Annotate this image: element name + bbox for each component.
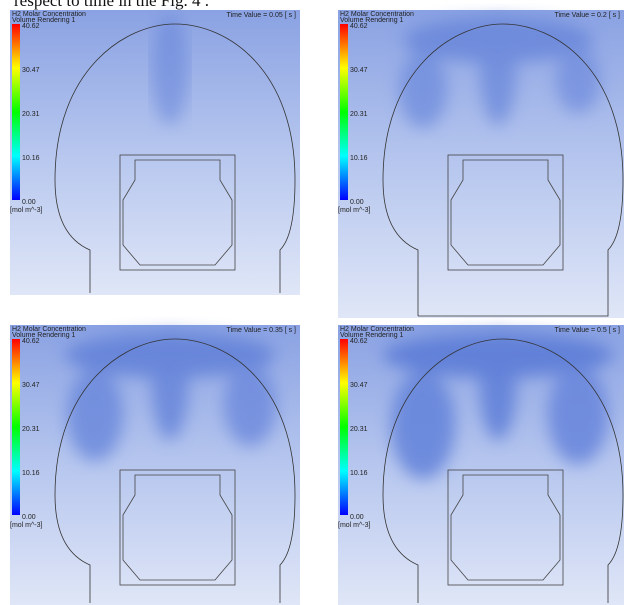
colorbar (12, 24, 20, 200)
colorbar-tick-label: 10.16 (22, 470, 40, 477)
plume (152, 15, 188, 125)
colorbar-tick-label: 0.00 (350, 199, 364, 206)
plume-left (399, 52, 447, 128)
colorbar-units: [mol m^-3] (10, 522, 43, 529)
page: respect to time in the Fig. 4 . H2 Molar… (0, 0, 624, 605)
plume-right (556, 47, 600, 113)
colorbar-tick-label: 10.16 (350, 155, 368, 162)
colorbar-tick-label: 0.00 (350, 514, 364, 521)
plume-right (548, 366, 608, 464)
time-label: Time Value = 0.2 [ s ] (554, 12, 620, 19)
colorbar-tick-label: 30.47 (350, 382, 368, 389)
colorbar-tick-label: 40.62 (22, 338, 40, 345)
colorbar-units: [mol m^-3] (10, 207, 43, 214)
colorbar-units: [mol m^-3] (338, 207, 371, 214)
colorbar-tick-label: 30.47 (22, 67, 40, 74)
colorbar-tick-label: 40.62 (22, 23, 40, 30)
colorbar (340, 24, 348, 200)
colorbar-tick-label: 30.47 (350, 67, 368, 74)
colorbar-units: [mol m^-3] (338, 522, 371, 529)
time-label: Time Value = 0.05 [ s ] (227, 12, 297, 19)
colorbar-tick-label: 0.00 (22, 199, 36, 206)
colorbar-tick-label: 40.62 (350, 338, 368, 345)
colorbar-tick-label: 20.31 (22, 426, 40, 433)
colorbar-tick-label: 40.62 (350, 23, 368, 30)
figure: H2 Molar ConcentrationVolume Rendering 1… (0, 0, 624, 605)
colorbar-tick-label: 10.16 (22, 155, 40, 162)
time-label: Time Value = 0.35 [ s ] (227, 327, 297, 334)
colorbar-tick-label: 30.47 (22, 382, 40, 389)
colorbar (12, 339, 20, 515)
time-label: Time Value = 0.5 [ s ] (554, 327, 620, 334)
colorbar-tick-label: 20.31 (350, 426, 368, 433)
colorbar (340, 339, 348, 515)
colorbar-tick-label: 20.31 (350, 111, 368, 118)
colorbar-tick-label: 10.16 (350, 470, 368, 477)
plume-core (152, 15, 188, 125)
colorbar-tick-label: 0.00 (22, 514, 36, 521)
plume-left (67, 369, 123, 461)
colorbar-tick-label: 20.31 (22, 111, 40, 118)
plume-right (224, 364, 276, 446)
plume-left (391, 371, 455, 479)
